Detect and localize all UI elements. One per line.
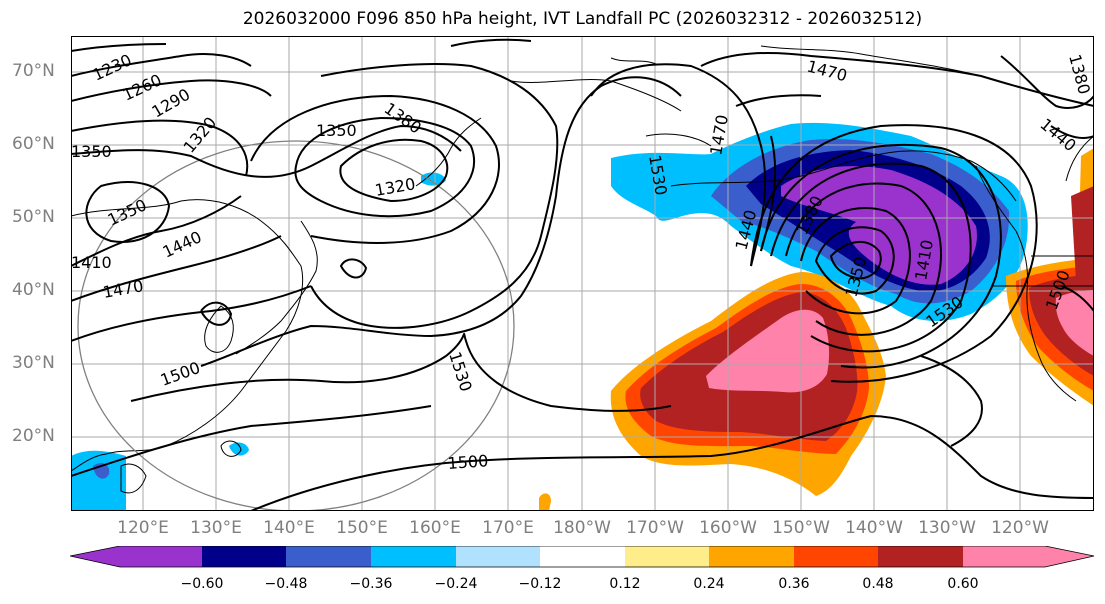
colorbar-segment-2 [286, 546, 371, 567]
colorbar-tick-4: −0.12 [518, 576, 562, 592]
lon-label-120e: 120°E [117, 518, 169, 538]
colorbar-segment-3 [371, 546, 456, 567]
lon-label-130w: 130°W [918, 518, 976, 538]
colorbar-segment-8 [794, 546, 878, 567]
lat-label-40n: 40°N [12, 280, 55, 300]
map-frame [71, 36, 1094, 511]
colorbar-tick-5: 0.12 [609, 576, 641, 592]
colorbar-extend-max [1045, 546, 1094, 567]
colorbar-segment-6 [625, 546, 709, 567]
lon-label-160w: 160°W [699, 518, 757, 538]
colorbar-tick-7: 0.36 [778, 576, 810, 592]
colorbar-extend-min [70, 546, 120, 567]
colorbar [70, 546, 1095, 568]
colorbar-segment-10 [963, 546, 1045, 567]
contour-label-1350: 1350 [316, 121, 357, 140]
colorbar-tick-0: −0.60 [180, 576, 224, 592]
lat-label-20n: 20°N [12, 426, 55, 446]
contour-label-1500-south: 1500 [447, 451, 489, 473]
lon-label-120w: 120°W [991, 518, 1049, 538]
lat-label-30n: 30°N [12, 353, 55, 373]
colorbar-segment-9 [878, 546, 963, 567]
height-contours [71, 38, 1094, 511]
colorbar-tick-2: −0.36 [349, 576, 393, 592]
ivt-positive-region [539, 186, 1094, 511]
lon-label-170w: 170°W [626, 518, 684, 538]
ivt-negative-region [71, 122, 1094, 511]
lon-label-130e: 130°E [190, 518, 242, 538]
colorbar-tick-9: 0.60 [947, 576, 979, 592]
lon-label-140w: 140°W [845, 518, 903, 538]
lon-label-160e: 160°E [409, 518, 461, 538]
lat-label-70n: 70°N [12, 61, 55, 81]
contour-label-1410: 1410 [71, 253, 112, 272]
lat-label-50n: 50°N [12, 207, 55, 227]
contour-label-1350-left: 1350 [71, 142, 112, 161]
lon-label-170e: 170°E [482, 518, 534, 538]
colorbar-tick-8: 0.48 [862, 576, 894, 592]
lon-label-150w: 150°W [772, 518, 830, 538]
colorbar-tick-3: −0.24 [434, 576, 478, 592]
range-circle [77, 140, 515, 511]
colorbar-tick-6: 0.24 [693, 576, 725, 592]
map-panel: 1230 1260 1290 1320 1350 1350 1380 1320 … [71, 36, 1094, 511]
colorbar-segment-4 [456, 546, 540, 567]
lon-label-140e: 140°E [263, 518, 315, 538]
plot-title: 2026032000 F096 850 hPa height, IVT Land… [242, 9, 923, 29]
lat-label-60n: 60°N [12, 134, 55, 154]
colorbar-segment-5 [540, 546, 625, 567]
colorbar-segment-7 [709, 546, 794, 567]
colorbar-tick-1: −0.48 [264, 576, 308, 592]
colorbar-segment-0 [120, 546, 202, 567]
lon-label-180w: 180°W [553, 518, 611, 538]
lon-label-150e: 150°E [336, 518, 388, 538]
colorbar-segment-1 [202, 546, 286, 567]
